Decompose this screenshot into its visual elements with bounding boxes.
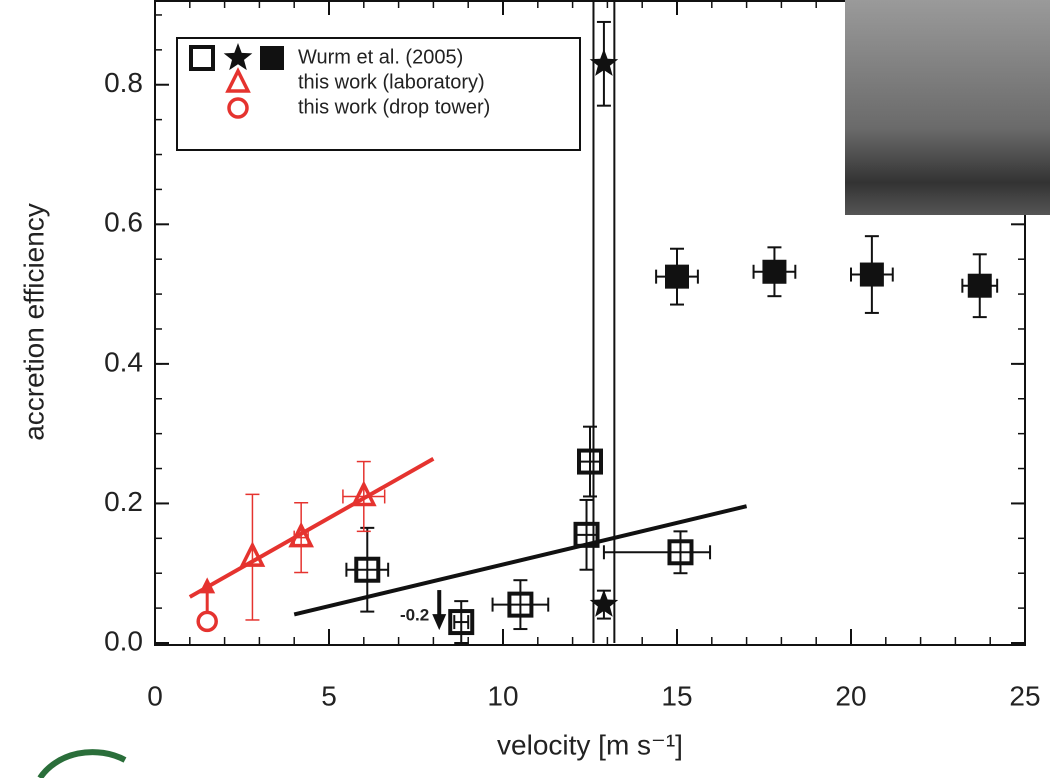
- triangle-marker: [239, 541, 266, 567]
- y-tick-label: 0.6: [104, 207, 143, 238]
- point-label: -0.2: [400, 606, 429, 625]
- inset-image: [845, 0, 1050, 215]
- y-tick-label: 0.0: [104, 625, 143, 656]
- fit-line: [293, 504, 748, 617]
- x-axis-label: velocity [m s⁻¹]: [497, 729, 683, 760]
- legend-marker: [189, 45, 215, 71]
- open-square-marker: [577, 448, 603, 475]
- lower-limit-arrowhead: [199, 577, 216, 594]
- fit-line: [188, 457, 435, 599]
- legend-label: this work (laboratory): [298, 71, 485, 93]
- x-tick-label: 5: [321, 680, 337, 711]
- open-square-marker: [448, 609, 475, 636]
- filled-square-marker: [762, 259, 787, 284]
- legend-label: Wurm et al. (2005): [298, 46, 463, 68]
- filled-square-marker: [665, 264, 689, 289]
- upper-limit-arrowhead: [432, 614, 447, 631]
- y-axis-label: accretion efficiency: [18, 203, 49, 441]
- triangle-marker: [350, 480, 377, 507]
- circle-marker: [196, 610, 218, 633]
- plot-frame: [154, 0, 1026, 646]
- star-marker: [589, 48, 619, 76]
- logo-fragment: [37, 749, 127, 780]
- open-square-marker: [573, 521, 600, 548]
- legend: Wurm et al. (2005) this work (laboratory)…: [176, 37, 581, 151]
- x-tick-label: 0: [147, 680, 163, 711]
- x-tick-label: 15: [661, 680, 692, 711]
- open-square-marker: [667, 539, 694, 566]
- filled-square-marker: [967, 273, 992, 298]
- legend-marker: [260, 46, 284, 70]
- x-tick-label: 10: [487, 680, 518, 711]
- legend-marker: [227, 97, 249, 119]
- filled-square-marker: [859, 262, 884, 287]
- x-tick-label: 25: [1009, 680, 1040, 711]
- plot-area: 0 5 10 15 20 25 0.0 0.2 0.4 0.6 0.8 -0.2: [104, 0, 1041, 711]
- open-square-marker: [507, 591, 534, 618]
- triangle-marker: [288, 521, 314, 548]
- legend-label: this work (drop tower): [298, 96, 490, 118]
- y-tick-label: 0.4: [104, 346, 143, 377]
- star-marker: [589, 589, 619, 617]
- open-square-marker: [354, 556, 381, 583]
- x-tick-label: 20: [835, 680, 866, 711]
- y-tick-label: 0.2: [104, 486, 143, 517]
- legend-marker: [225, 67, 251, 93]
- legend-marker: [223, 43, 253, 71]
- y-tick-label: 0.8: [104, 67, 143, 98]
